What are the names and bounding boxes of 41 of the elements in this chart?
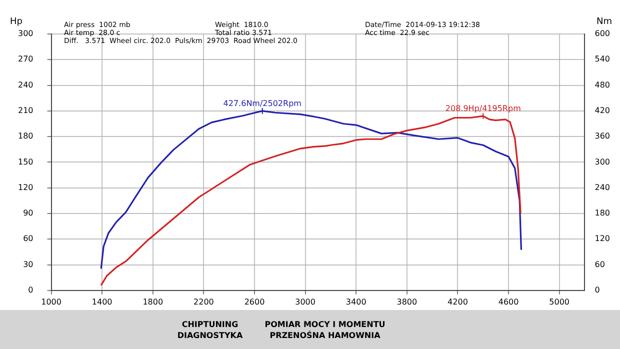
y2-tick-label: 60 [594, 260, 605, 269]
x-tick-label: 3800 [396, 297, 418, 306]
y-tick-label: 0 [28, 285, 34, 294]
y2-tick-label: 420 [594, 106, 610, 115]
annotation: 427.6Nm/2502Rpm [223, 99, 302, 108]
y-tick-label: 30 [23, 260, 34, 269]
x-tick-label: 4600 [498, 297, 519, 306]
y2-tick-label: 540 [594, 54, 610, 64]
y2-tick-label: 480 [594, 80, 610, 90]
y-axis-title: Hp [10, 16, 23, 27]
y-tick-label: 240 [18, 80, 34, 90]
text: DIAGNOSTYKA [177, 331, 243, 340]
x-tick-label: 2200 [194, 297, 214, 306]
y-tick-label: 60 [23, 234, 34, 244]
y2-tick-label: 360 [594, 132, 610, 141]
y-tick-label: 90 [23, 208, 34, 218]
y-tick-label: 300 [18, 29, 34, 38]
x-tick-label: 1400 [92, 297, 112, 306]
y-tick-label: 210 [18, 106, 34, 115]
x-tick-label: 3000 [295, 297, 316, 306]
y-tick-label: 270 [18, 54, 34, 64]
y2-axis-title: Nm [596, 16, 612, 27]
y2-tick-label: 600 [594, 29, 610, 38]
x-tick-label: 2600 [244, 297, 265, 306]
text: POMIAR MOCY I MOMENTU [264, 320, 386, 330]
y2-tick-label: 240 [594, 182, 610, 192]
y-tick-label: 150 [18, 157, 34, 166]
text: CHIPTUNING [182, 320, 238, 329]
x-tick-label: 1800 [142, 297, 164, 306]
y-tick-label: 120 [18, 182, 34, 192]
y2-tick-label: 120 [594, 234, 610, 244]
y2-tick-label: 0 [594, 285, 600, 294]
y2-tick-label: 300 [594, 157, 610, 166]
x-tick-label: 1000 [41, 297, 62, 306]
annotation: 208.9Hp/4195Rpm [445, 104, 522, 114]
text: PRZENOŚNA HAMOWNIA [268, 331, 382, 341]
y-tick-label: 180 [18, 132, 34, 141]
x-tick-label: 4200 [448, 297, 468, 306]
y2-tick-label: 180 [594, 208, 610, 218]
x-tick-label: 3400 [346, 297, 366, 306]
x-tick-label: 5000 [549, 297, 570, 306]
